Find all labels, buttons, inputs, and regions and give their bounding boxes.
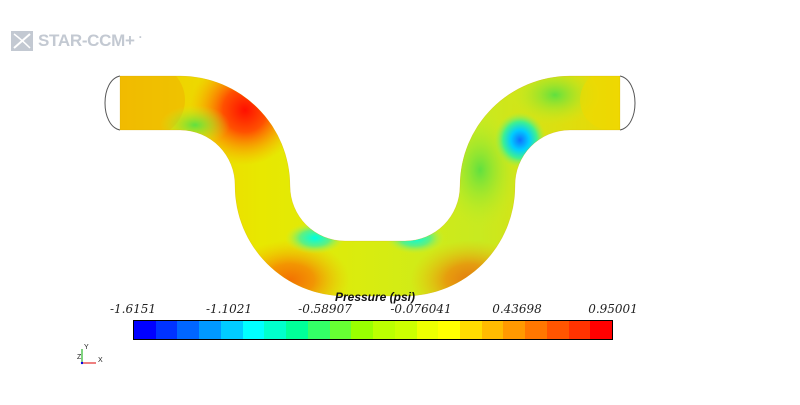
colorbar-swatch <box>307 321 330 339</box>
colorbar-swatch <box>351 321 374 339</box>
legend-tick: -0.58907 <box>298 302 352 316</box>
colorbar-swatch <box>394 321 417 339</box>
colorbar-swatch <box>177 321 200 339</box>
colorbar-swatch <box>503 321 526 339</box>
inlet-outline <box>104 75 121 131</box>
colorbar-swatch <box>525 321 547 339</box>
colorbar-swatch <box>460 321 482 339</box>
colorbar-swatch <box>220 321 243 339</box>
colorbar-swatch <box>199 321 221 339</box>
colorbar-swatch <box>373 321 395 339</box>
axis-y-label: Y <box>84 344 89 351</box>
colorbar-swatch <box>264 321 287 339</box>
pipe-outline <box>119 75 621 297</box>
colorbar-swatch <box>546 321 569 339</box>
legend-tick: -1.1021 <box>205 302 253 316</box>
axis-x-label: X <box>98 357 103 364</box>
star-ccm-logo: STAR-CCM+ · <box>10 30 143 52</box>
legend-tick: 0.95001 <box>588 302 638 316</box>
colorbar-swatch <box>134 321 156 339</box>
legend-tick: -0.076041 <box>390 302 452 316</box>
logo-icon <box>11 31 33 51</box>
pressure-colorbar <box>133 320 613 340</box>
colorbar-swatch <box>242 321 265 339</box>
colorbar-swatch <box>286 321 308 339</box>
colorbar-swatch <box>416 321 439 339</box>
colorbar-swatch <box>329 321 352 339</box>
axis-triad: Y Z X <box>77 344 103 365</box>
colorbar-swatch <box>590 321 613 339</box>
legend-tick: 0.43698 <box>492 302 542 316</box>
legend-tick: -1.6151 <box>109 302 157 316</box>
logo-symbol: · <box>138 30 143 44</box>
legend-title: Pressure (psi) <box>334 290 416 304</box>
colorbar-swatch <box>568 321 591 339</box>
pipe-pressure-field <box>120 76 620 296</box>
colorbar-swatch <box>438 321 461 339</box>
logo-text: STAR-CCM+ <box>38 31 135 50</box>
outlet-outline <box>619 75 636 131</box>
colorbar-swatch <box>481 321 504 339</box>
axis-z-label: Z <box>77 354 82 361</box>
colorbar-swatch <box>155 321 178 339</box>
